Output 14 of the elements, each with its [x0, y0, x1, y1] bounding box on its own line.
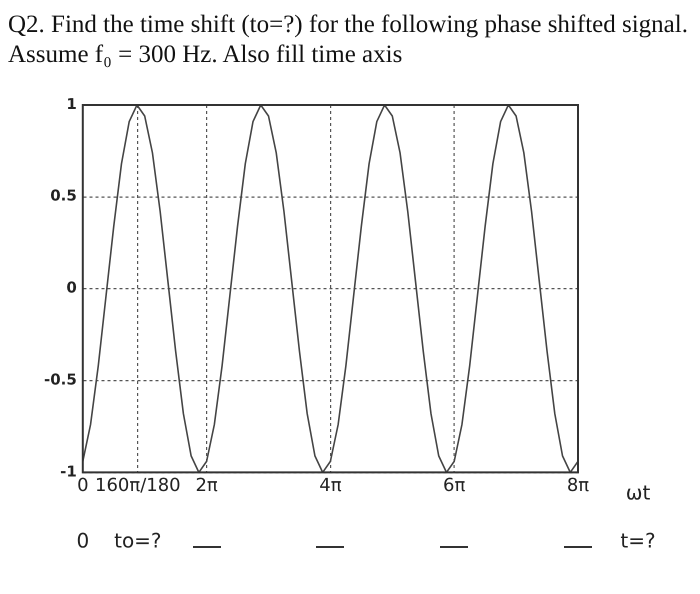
y-tick-label: 0 — [66, 278, 77, 297]
x-tick-label: 4π — [319, 474, 342, 496]
x-tick-label: 6π — [443, 474, 466, 496]
x-axis-title: ωt — [626, 480, 650, 505]
text: to=? — [114, 528, 162, 553]
y-tick-label: 0.5 — [50, 186, 77, 205]
x-tick-label: 2π — [195, 474, 218, 496]
chart-title: Q2. Find the time shift (to=?) for the following phase shifted signal. Assume f₀ = 300 Hz. Also fill time axis — [8, 10, 689, 70]
text: t=? — [620, 528, 656, 553]
y-tick-label: -0.5 — [44, 370, 77, 388]
y-tick-label: -1 — [60, 462, 77, 480]
x-tick-label: 160π/180 — [95, 474, 181, 496]
y-tick-label: 1 — [66, 94, 77, 113]
x-tick-label: 8π — [566, 474, 590, 496]
